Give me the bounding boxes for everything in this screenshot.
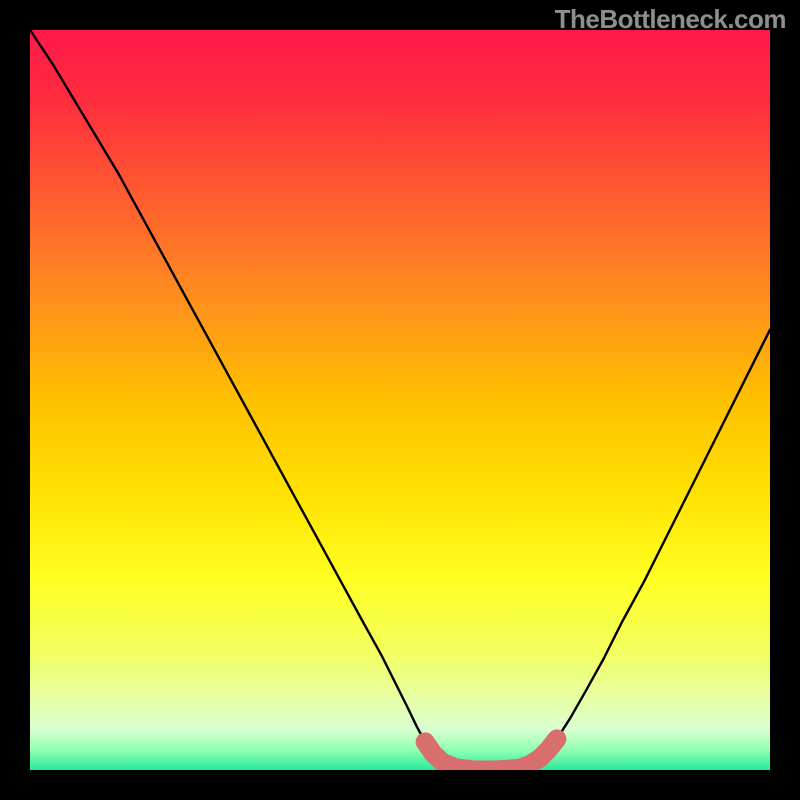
watermark-text: TheBottleneck.com (555, 4, 786, 35)
gradient-background (30, 30, 770, 770)
chart-frame: TheBottleneck.com (0, 0, 800, 800)
plot-area (30, 30, 770, 770)
